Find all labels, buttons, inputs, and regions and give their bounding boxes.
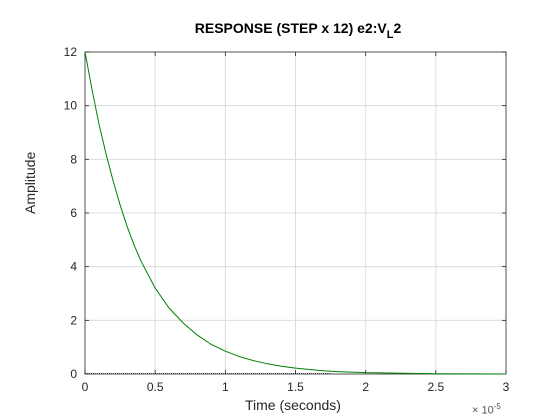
y-tick-label: 10 — [64, 99, 78, 113]
chart-title-subscript: L — [386, 29, 394, 41]
x-axis-exponent-base: × 10 — [472, 404, 494, 417]
x-axis-label: Time (seconds) — [245, 397, 341, 413]
y-axis-label: Amplitude — [22, 151, 38, 214]
x-tick-label: 2.5 — [427, 380, 444, 394]
y-tick-label: 0 — [70, 367, 77, 381]
y-tick-label: 2 — [70, 313, 77, 327]
y-tick-label: 4 — [70, 260, 77, 274]
chart-title-tail: 2 — [393, 20, 402, 36]
x-axis-exponent: × 10-5 — [472, 402, 501, 417]
x-tick-label: 0 — [82, 380, 89, 394]
y-tick-label: 8 — [70, 152, 77, 166]
x-tick-label: 0.5 — [147, 380, 164, 394]
x-tick-label: 1 — [222, 380, 229, 394]
x-tick-label: 2 — [362, 380, 369, 394]
x-tick-label: 3 — [503, 380, 510, 394]
series-line — [84, 51, 507, 375]
chart-title-main: RESPONSE (STEP x 12) e2:V — [194, 20, 387, 36]
chart-title: RESPONSE (STEP x 12) e2:VL2 — [0, 20, 560, 41]
x-tick-label: 1.5 — [287, 380, 304, 394]
y-tick-label: 12 — [64, 45, 78, 59]
y-tick-label: 6 — [70, 206, 77, 220]
x-axis-exponent-power: -5 — [493, 402, 501, 411]
